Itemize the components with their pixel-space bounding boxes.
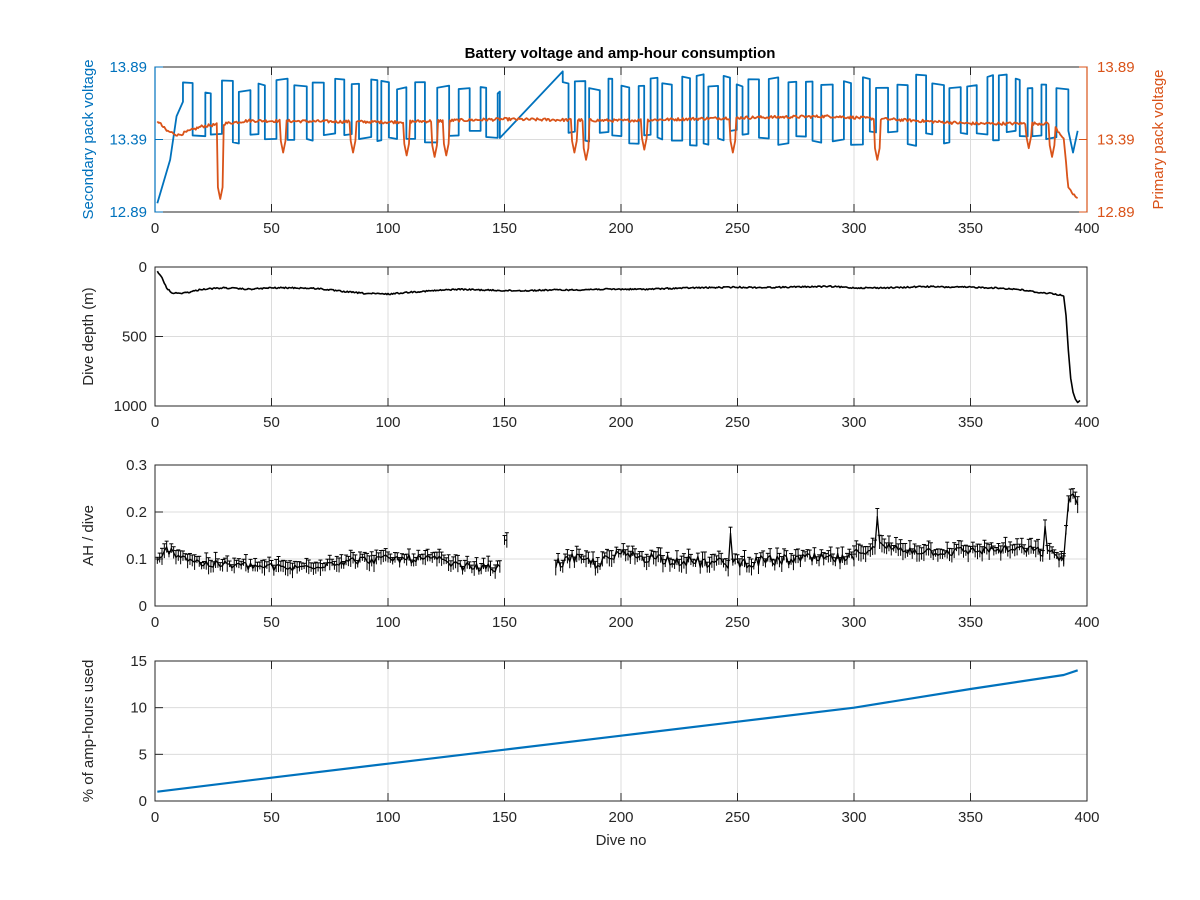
subplot-2: 0 50 100 150 200 250 300 350 400 0 500 1000 Dive dep…	[80, 259, 1100, 431]
y-tick-label: 0	[139, 793, 147, 810]
y-tick-label: 5	[139, 746, 147, 763]
series-ah-per-dive	[156, 546, 501, 573]
y-tick-label: 0.2	[126, 504, 147, 521]
x-tick-label: 400	[1074, 614, 1099, 631]
x-tick-label: 300	[841, 220, 866, 237]
y-axis-label: Secondary pack voltage	[80, 59, 97, 219]
x-tick-label: 400	[1074, 220, 1099, 237]
y-axis-label-right: Primary pack voltage	[1150, 69, 1167, 209]
x-tick-label: 50	[263, 614, 280, 631]
series-secondary-pack-voltage	[156, 70, 1079, 204]
x-tick-label: 200	[608, 414, 633, 431]
x-tick-label: 0	[151, 220, 159, 237]
x-tick-label: 350	[958, 220, 983, 237]
y-tick-label: 1000	[114, 398, 147, 415]
y-tick-label: 13.39	[109, 132, 147, 149]
figure-title: Battery voltage and amp-hour consumption	[465, 45, 776, 62]
x-tick-label: 150	[492, 414, 517, 431]
x-tick-label: 300	[841, 809, 866, 826]
y-tick-label: 0.1	[126, 551, 147, 568]
x-tick-label: 300	[841, 414, 866, 431]
x-tick-label: 100	[375, 809, 400, 826]
x-tick-label: 400	[1074, 809, 1099, 826]
x-tick-label: 150	[492, 614, 517, 631]
x-tick-label: 300	[841, 614, 866, 631]
x-axis-label: Dive no	[596, 832, 647, 849]
x-tick-label: 150	[492, 809, 517, 826]
x-tick-label: 0	[151, 809, 159, 826]
x-tick-label: 350	[958, 809, 983, 826]
series-primary-pack-voltage	[156, 114, 1078, 200]
x-tick-label: 350	[958, 414, 983, 431]
x-tick-label: 200	[608, 220, 633, 237]
x-tick-label: 400	[1074, 414, 1099, 431]
y-tick-label: 500	[122, 329, 147, 346]
x-tick-label: 0	[151, 614, 159, 631]
x-tick-label: 200	[608, 809, 633, 826]
series-ah-per-dive	[853, 516, 1065, 562]
y-tick-label-right: 12.89	[1097, 204, 1135, 221]
x-tick-label: 50	[263, 809, 280, 826]
x-tick-label: 100	[375, 414, 400, 431]
x-tick-label: 250	[725, 220, 750, 237]
x-tick-label: 250	[725, 809, 750, 826]
series-percent-amp-hours-used	[157, 669, 1079, 793]
subplot-3: 0 50 100 150 200 250 300 350 400 0 0.1 0.2 0.3 AH / d…	[80, 457, 1100, 631]
y-tick-label: 0	[139, 259, 147, 276]
series-ah-per-dive	[1063, 493, 1079, 560]
x-tick-label: 350	[958, 614, 983, 631]
x-tick-label: 100	[375, 220, 400, 237]
y-tick-label: 0	[139, 598, 147, 615]
x-tick-label: 250	[725, 614, 750, 631]
y-tick-label: 12.89	[109, 204, 147, 221]
y-tick-label: 10	[130, 700, 147, 717]
y-tick-label-right: 13.39	[1097, 132, 1135, 149]
x-tick-label: 150	[492, 220, 517, 237]
series-dive-depth	[156, 270, 1081, 404]
y-tick-label-right: 13.89	[1097, 59, 1135, 76]
y-tick-label: 13.89	[109, 59, 147, 76]
x-tick-label: 200	[608, 614, 633, 631]
x-tick-label: 100	[375, 614, 400, 631]
x-tick-label: 250	[725, 414, 750, 431]
series-ah-per-dive	[555, 532, 855, 570]
y-tick-label: 0.3	[126, 457, 147, 474]
subplot-4: 0 50 100 150 200 250 300 350 400 0 5 10 15 % of amp-h…	[80, 653, 1100, 849]
x-tick-label: 50	[263, 414, 280, 431]
y-axis-label: % of amp-hours used	[80, 660, 97, 803]
y-axis-label: AH / dive	[80, 505, 97, 566]
y-axis-label: Dive depth (m)	[80, 287, 97, 385]
x-tick-label: 0	[151, 414, 159, 431]
y-tick-label: 15	[130, 653, 147, 670]
x-tick-label: 50	[263, 220, 280, 237]
